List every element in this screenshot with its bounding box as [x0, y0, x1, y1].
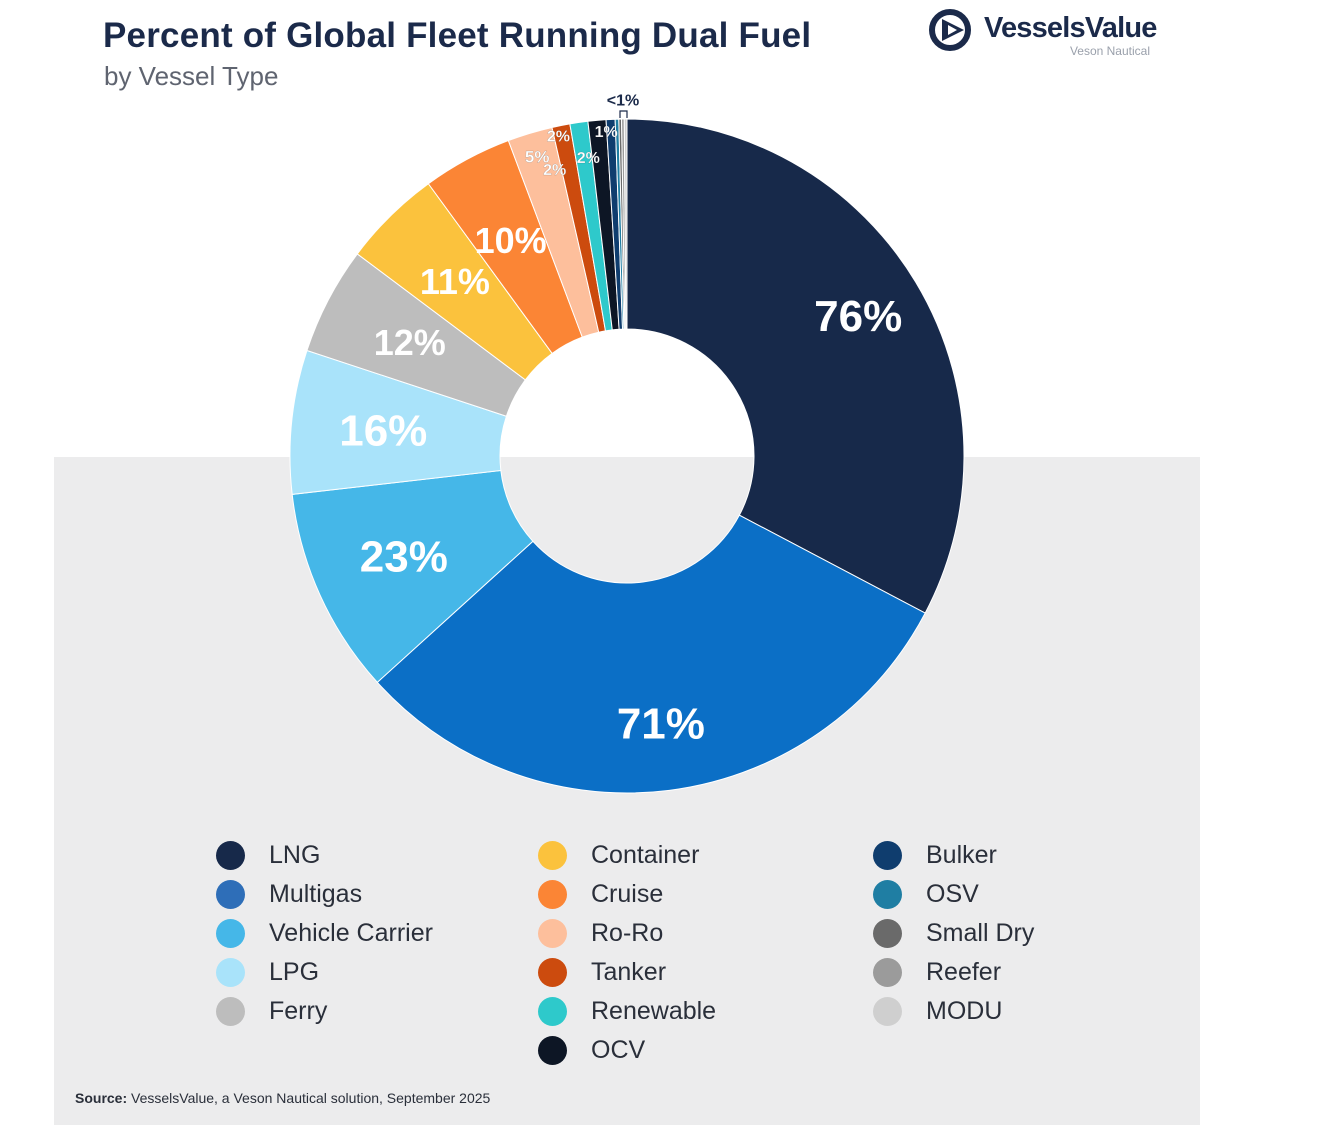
logo-subtitle: Veson Nautical: [1069, 44, 1150, 58]
logo-name: VesselsValue: [984, 12, 1157, 44]
data-label-osv: <1%: [607, 93, 639, 110]
vesselsvalue-play-icon: [929, 9, 971, 51]
source-note: Source: VesselsValue, a Veson Nautical s…: [75, 1090, 490, 1106]
data-label-renewable: 2%: [547, 129, 570, 146]
data-label-tanker: 2%: [543, 162, 566, 179]
slice-vehicle-carrier: [291, 469, 534, 684]
data-label-lpg: 16%: [339, 407, 427, 456]
slice-multigas: [376, 514, 926, 794]
chart-subtitle: by Vessel Type: [104, 61, 279, 91]
vesselsvalue-logo: VesselsValue Veson Nautical: [928, 6, 1168, 62]
data-label-vehicle-carrier: 23%: [360, 533, 448, 582]
data-label-ro-ro: 5%: [525, 148, 550, 167]
data-label-container: 11%: [420, 261, 490, 302]
chart-title: Percent of Global Fleet Running Dual Fue…: [103, 16, 812, 55]
data-label-ocv: 2%: [577, 150, 600, 167]
source-label: Source:: [75, 1090, 128, 1106]
small-slices-bracket: [619, 110, 628, 118]
slice-lng: [626, 118, 965, 614]
data-label-bulker: 1%: [595, 124, 618, 141]
data-label-cruise: 10%: [475, 220, 547, 261]
data-label-ferry: 12%: [374, 322, 446, 363]
slice-modu: [623, 118, 628, 330]
data-label-multigas: 71%: [617, 699, 705, 748]
source-text: VesselsValue, a Veson Nautical solution,…: [131, 1090, 491, 1106]
data-label-lng: 76%: [814, 292, 902, 341]
